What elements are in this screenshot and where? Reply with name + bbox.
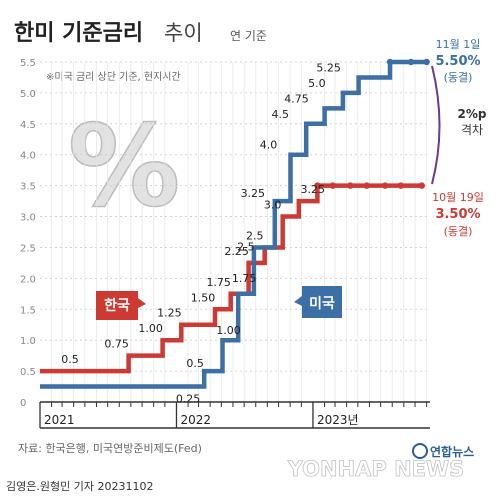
- unit-label: 연 기준: [230, 29, 267, 43]
- y-tick-2.5: 2.5: [20, 243, 36, 254]
- korea-value-label: 3.25: [301, 183, 326, 196]
- us-annotation-value: 5.50%: [435, 54, 480, 69]
- korea-value-label: 1.75: [206, 276, 231, 289]
- y-tick-0: 0: [20, 398, 26, 409]
- korea-value-label: 0.75: [104, 338, 129, 351]
- legend-us-callout: [294, 286, 342, 318]
- us-value-label: 4.75: [284, 92, 309, 105]
- us-annotation: 11월 1일 5.50% (동결): [435, 37, 480, 84]
- grid-layer: [40, 61, 430, 402]
- y-tick-2.0: 2.0: [20, 274, 36, 285]
- x-tick-label: 2021: [44, 413, 75, 427]
- us-value-label: 0.5: [186, 357, 204, 370]
- us-value-label: 1.00: [216, 324, 241, 337]
- korea-value-label: 1.00: [138, 322, 163, 335]
- hold-point: [386, 58, 394, 66]
- series-line-us: [40, 59, 427, 389]
- korea-annotation-status: (동결): [444, 225, 473, 238]
- y-tick-1.0: 1.0: [20, 336, 36, 347]
- korea-value-label: 0.5: [61, 353, 79, 366]
- y-tick-3.5: 3.5: [20, 182, 36, 193]
- chart-title-sub: 추이: [164, 21, 203, 45]
- korea-annotation-date: 10월 19일: [432, 190, 484, 204]
- watermark: YONHAP NEWS: [287, 457, 465, 481]
- hold-point: [397, 182, 405, 189]
- logo-mark: [412, 443, 428, 459]
- korea-value-label: 1.50: [191, 291, 216, 304]
- y-tick-4.5: 4.5: [20, 120, 36, 131]
- logo: 연합뉴스: [412, 443, 474, 459]
- us-annotation-status: (동결): [444, 71, 473, 84]
- korea-value-label: 2.5: [246, 229, 264, 242]
- logo-text: 연합뉴스: [430, 444, 474, 459]
- source-note: 자료: 한국은행, 미국연방준비제도(Fed): [18, 442, 202, 455]
- hold-point: [329, 182, 336, 189]
- series-layer: [40, 58, 430, 389]
- legend-korea: 한국: [96, 291, 146, 320]
- gap-annotation: 2%p 격차: [431, 65, 487, 185]
- y-tick-1.5: 1.5: [20, 305, 36, 316]
- legend-us-label: 미국: [309, 296, 335, 312]
- hold-point: [363, 182, 371, 189]
- chart-title: 한미 기준금리: [14, 21, 143, 46]
- hold-point: [347, 182, 354, 189]
- legend-us: 미국: [294, 286, 342, 318]
- hold-point: [407, 58, 415, 66]
- credit: 김영은.원형민 기자 20231102: [6, 480, 153, 493]
- us-value-label: 3.25: [241, 187, 266, 200]
- us-value-label: 2.5: [237, 240, 255, 253]
- us-value-label: 4.0: [260, 139, 278, 152]
- footnote: ※미국 금리 상단 기준, 현지시간: [46, 71, 181, 83]
- hold-point: [314, 182, 321, 189]
- hold-point: [381, 182, 389, 189]
- korea-value-label: 2.25: [224, 245, 249, 258]
- hold-point: [423, 58, 430, 66]
- us-value-label: 4.5: [271, 108, 289, 121]
- gap-bracket: [431, 65, 441, 185]
- korea-value-label: 1.25: [157, 307, 182, 320]
- us-annotation-date: 11월 1일: [436, 37, 481, 51]
- gap-value: 2%p: [458, 107, 487, 121]
- gap-label: 격차: [461, 123, 483, 137]
- korea-value-label: 3.0: [264, 199, 282, 212]
- hold-point: [418, 182, 425, 189]
- value-labels: 0.25 0.5 1.00 1.75 2.5 3.25 4.0 4.5 4.75 5.0 5.25 0…: [61, 61, 341, 405]
- y-tick-4.0: 4.0: [20, 151, 36, 162]
- x-axis: 2021 2022 2023년: [39, 401, 430, 429]
- korea-annotation: 10월 19일 3.50% (동결): [432, 190, 484, 238]
- x-tick-label: 2022: [180, 413, 211, 427]
- legend-korea-label: 한국: [104, 298, 130, 314]
- y-axis-ticks: 0 0.5 1.0 1.5 2.0 2.5 3.0 3.5 4.0 4.5 5.0 5.5: [20, 58, 36, 409]
- us-value-label: 5.25: [316, 61, 341, 74]
- y-tick-5.5: 5.5: [20, 58, 36, 69]
- y-tick-3.0: 3.0: [20, 213, 36, 224]
- us-value-label: 1.75: [232, 272, 257, 285]
- y-tick-0.5: 0.5: [20, 367, 36, 378]
- us-value-label: 5.0: [308, 77, 326, 90]
- legend-korea-callout: [96, 291, 146, 320]
- korea-annotation-value: 3.50%: [435, 207, 480, 222]
- y-tick-5.0: 5.0: [20, 89, 36, 100]
- us-value-label: 0.25: [176, 393, 201, 406]
- x-tick-label: 2023년: [317, 413, 359, 427]
